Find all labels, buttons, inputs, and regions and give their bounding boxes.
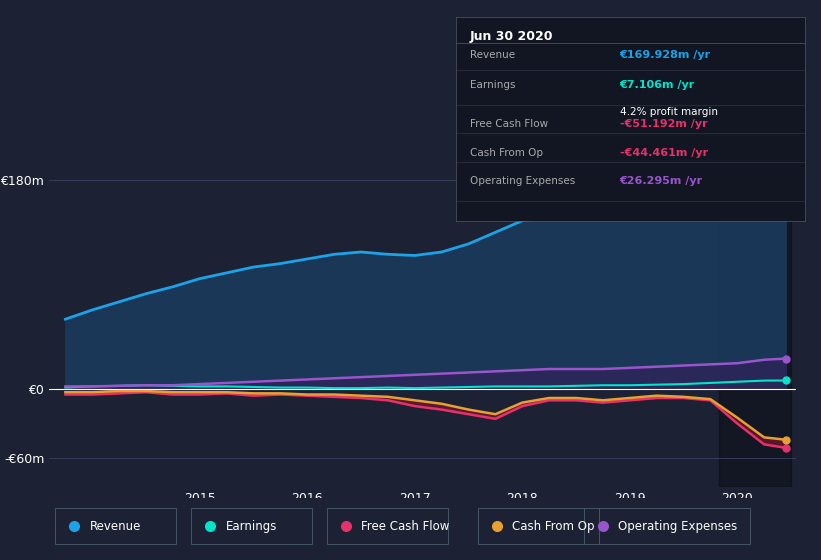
Text: -€51.192m /yr: -€51.192m /yr bbox=[620, 119, 707, 129]
Text: 4.2% profit margin: 4.2% profit margin bbox=[620, 107, 718, 116]
Text: Revenue: Revenue bbox=[470, 49, 515, 59]
Text: Operating Expenses: Operating Expenses bbox=[618, 520, 737, 533]
Text: €26.295m /yr: €26.295m /yr bbox=[620, 176, 703, 186]
Bar bbox=[328, 508, 448, 544]
Bar bbox=[56, 508, 177, 544]
Text: Operating Expenses: Operating Expenses bbox=[470, 176, 575, 186]
Bar bbox=[479, 508, 599, 544]
Text: Jun 30 2020: Jun 30 2020 bbox=[470, 30, 553, 43]
Text: Free Cash Flow: Free Cash Flow bbox=[470, 119, 548, 129]
Text: Cash From Op: Cash From Op bbox=[470, 148, 543, 157]
Bar bbox=[585, 508, 750, 544]
Text: Cash From Op: Cash From Op bbox=[512, 520, 595, 533]
Text: Earnings: Earnings bbox=[226, 520, 277, 533]
Bar bbox=[191, 508, 312, 544]
Text: Free Cash Flow: Free Cash Flow bbox=[361, 520, 450, 533]
Text: -€44.461m /yr: -€44.461m /yr bbox=[620, 148, 708, 157]
Text: €169.928m /yr: €169.928m /yr bbox=[620, 49, 711, 59]
Text: Earnings: Earnings bbox=[470, 80, 515, 90]
Text: €7.106m /yr: €7.106m /yr bbox=[620, 80, 695, 90]
Text: Revenue: Revenue bbox=[89, 520, 141, 533]
Bar bbox=[719, 151, 791, 487]
